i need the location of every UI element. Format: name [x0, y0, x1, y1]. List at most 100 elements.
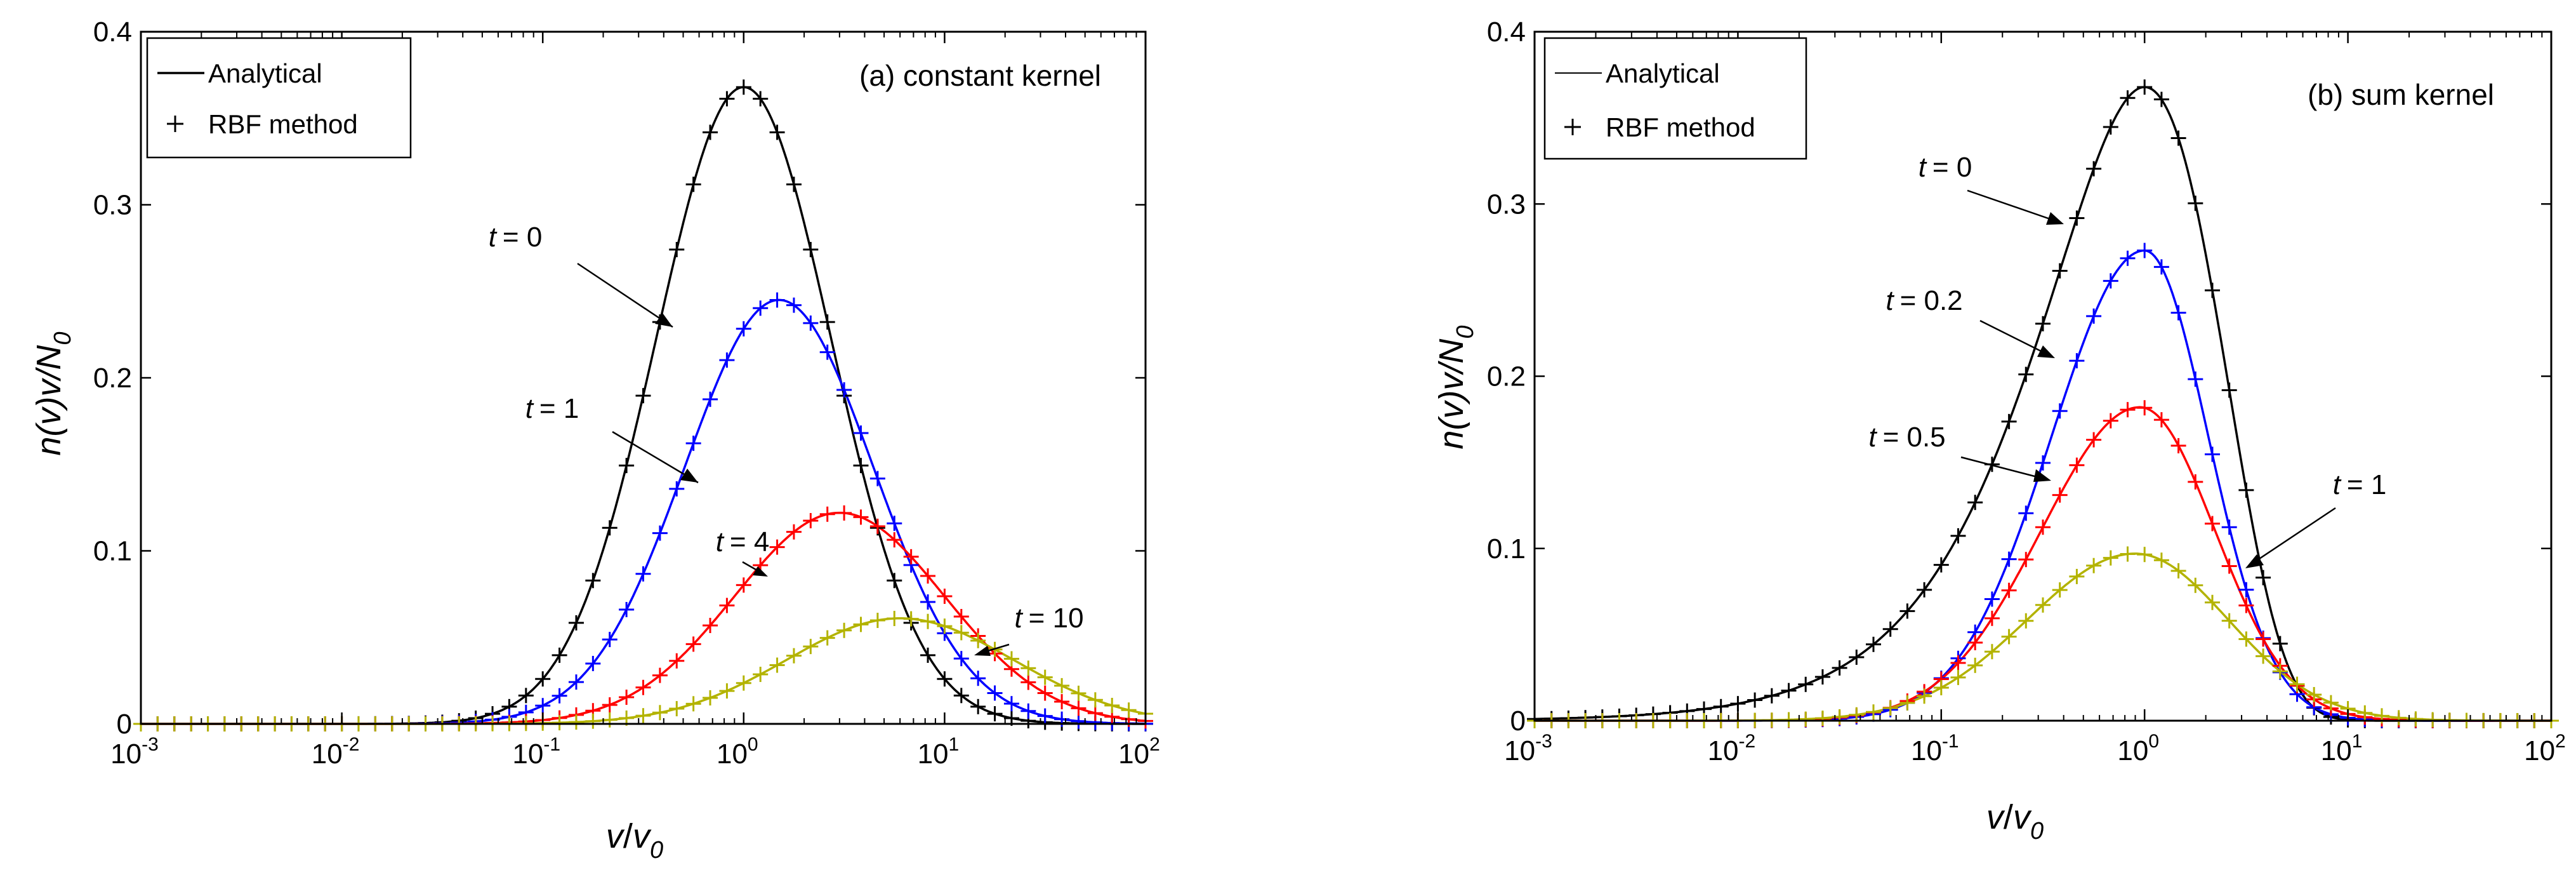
rbf-marker [1917, 582, 1932, 598]
annotation-value: = 0.2 [1900, 285, 1963, 316]
rbf-marker [1866, 704, 1881, 720]
rbf-marker [2391, 710, 2407, 726]
rbf-marker [585, 655, 601, 671]
annotation-value: = 4 [730, 526, 769, 558]
rbf-marker [2103, 119, 2118, 135]
y-tick-label: 0.1 [1487, 533, 1526, 564]
rbf-marker [719, 598, 735, 613]
rbf-marker [685, 436, 701, 451]
rbf-marker [552, 715, 567, 731]
rbf-marker [2238, 482, 2254, 498]
rbf-marker [920, 568, 936, 584]
rbf-marker [786, 177, 802, 192]
rbf-marker [669, 701, 685, 717]
rbf-marker [2205, 516, 2220, 531]
rbf-marker [652, 705, 668, 721]
chart-panel-a: 0 0.1 0.2 0.3 0.4 10-3 10-2 10-1 100 101 102 Analy… [30, 17, 1160, 864]
chart-title: (b) sum kernel [2308, 78, 2494, 111]
rbf-marker [518, 688, 534, 704]
rbf-marker [2069, 210, 2085, 226]
rbf-marker [736, 675, 751, 691]
rbf-marker [869, 612, 885, 628]
rbf-marker [1984, 591, 2000, 607]
rbf-marker [2103, 550, 2118, 566]
annotation-t05: t = 0.5 [1868, 422, 2051, 482]
rbf-marker [2153, 259, 2169, 275]
rbf-marker [2137, 547, 2153, 563]
rbf-marker [1798, 676, 1814, 692]
rbf-marker [819, 506, 835, 522]
rbf-marker [1781, 683, 1797, 698]
rbf-marker [786, 524, 802, 540]
rbf-marker [2238, 582, 2254, 598]
annotation-label: t = 1 [2333, 469, 2387, 500]
rbf-marker [2306, 686, 2322, 702]
rbf-marker [2052, 403, 2068, 419]
arrowhead [680, 469, 698, 483]
rbf-marker [920, 647, 936, 663]
rbf-marker [819, 344, 835, 360]
rbf-marker [685, 696, 701, 712]
annotation-label: t = 4 [716, 526, 770, 558]
annotation-t: t [489, 222, 498, 253]
annotation-t1: t = 1 [525, 393, 699, 484]
rbf-marker [2272, 664, 2288, 679]
y-tick-label: 0.2 [93, 363, 132, 394]
legend-box [1543, 37, 1807, 160]
rbf-marker [987, 706, 1003, 722]
rbf-marker [1071, 700, 1087, 716]
rbf-marker [1917, 688, 1932, 704]
rbf-marker [2018, 613, 2034, 629]
rbf-marker [769, 657, 785, 673]
rbf-marker [2256, 648, 2271, 664]
rbf-marker [769, 124, 785, 140]
annotation-t0: t = 0 [1919, 152, 2064, 225]
rbf-marker [1933, 680, 1949, 696]
arrowhead [655, 313, 673, 327]
annotation-value: = 1 [539, 393, 579, 424]
rbf-marker [635, 388, 651, 404]
rbf-marker [1967, 495, 1983, 511]
annotation-t10: t = 10 [974, 603, 1084, 656]
rbf-marker [2188, 371, 2203, 387]
annotation-label: t = 0.5 [1868, 422, 1945, 453]
rbf-marker [2153, 91, 2169, 107]
rbf-marker [2086, 432, 2102, 448]
rbf-marker [2052, 487, 2068, 503]
legend-entry-analytical: Analytical [1606, 58, 1720, 88]
x-tick-label: 10-2 [312, 734, 360, 770]
annotation-value: = 0 [1932, 152, 1972, 183]
annotation-t: t [1886, 285, 1894, 316]
rbf-marker [937, 618, 953, 634]
annotation-t: t [716, 526, 725, 558]
rbf-marker [1764, 688, 1780, 704]
rbf-marker [970, 632, 986, 648]
annotation-arrow [2249, 507, 2336, 566]
rbf-marker [619, 458, 635, 474]
rbf-marker [1899, 695, 1915, 711]
rbf-marker [2069, 568, 2085, 584]
rbf-marker [1104, 698, 1120, 714]
rbf-marker [2137, 400, 2153, 416]
rbf-marker [669, 242, 685, 258]
rbf-marker [635, 679, 651, 695]
rbf-marker [2323, 695, 2339, 711]
rbf-marker [2103, 413, 2118, 429]
rbf-marker [552, 647, 567, 663]
rbf-marker [1967, 657, 1983, 673]
rbf-marker [585, 713, 601, 729]
rbf-marker [1832, 660, 1847, 676]
arrowhead [2046, 212, 2064, 225]
rbf-marker [903, 549, 919, 564]
annotation-t: t [525, 393, 534, 424]
rbf-marker [2205, 446, 2220, 462]
rbf-marker [1087, 692, 1103, 708]
annotation-arrow [1967, 189, 2060, 224]
rbf-marker [1020, 703, 1036, 719]
legend-entry-rbf: RBF method [208, 109, 358, 139]
rbf-marker [1984, 644, 2000, 660]
rbf-marker [568, 714, 584, 730]
rbf-marker [836, 382, 852, 398]
rbf-marker [2018, 505, 2034, 521]
rbf-marker [853, 425, 869, 441]
